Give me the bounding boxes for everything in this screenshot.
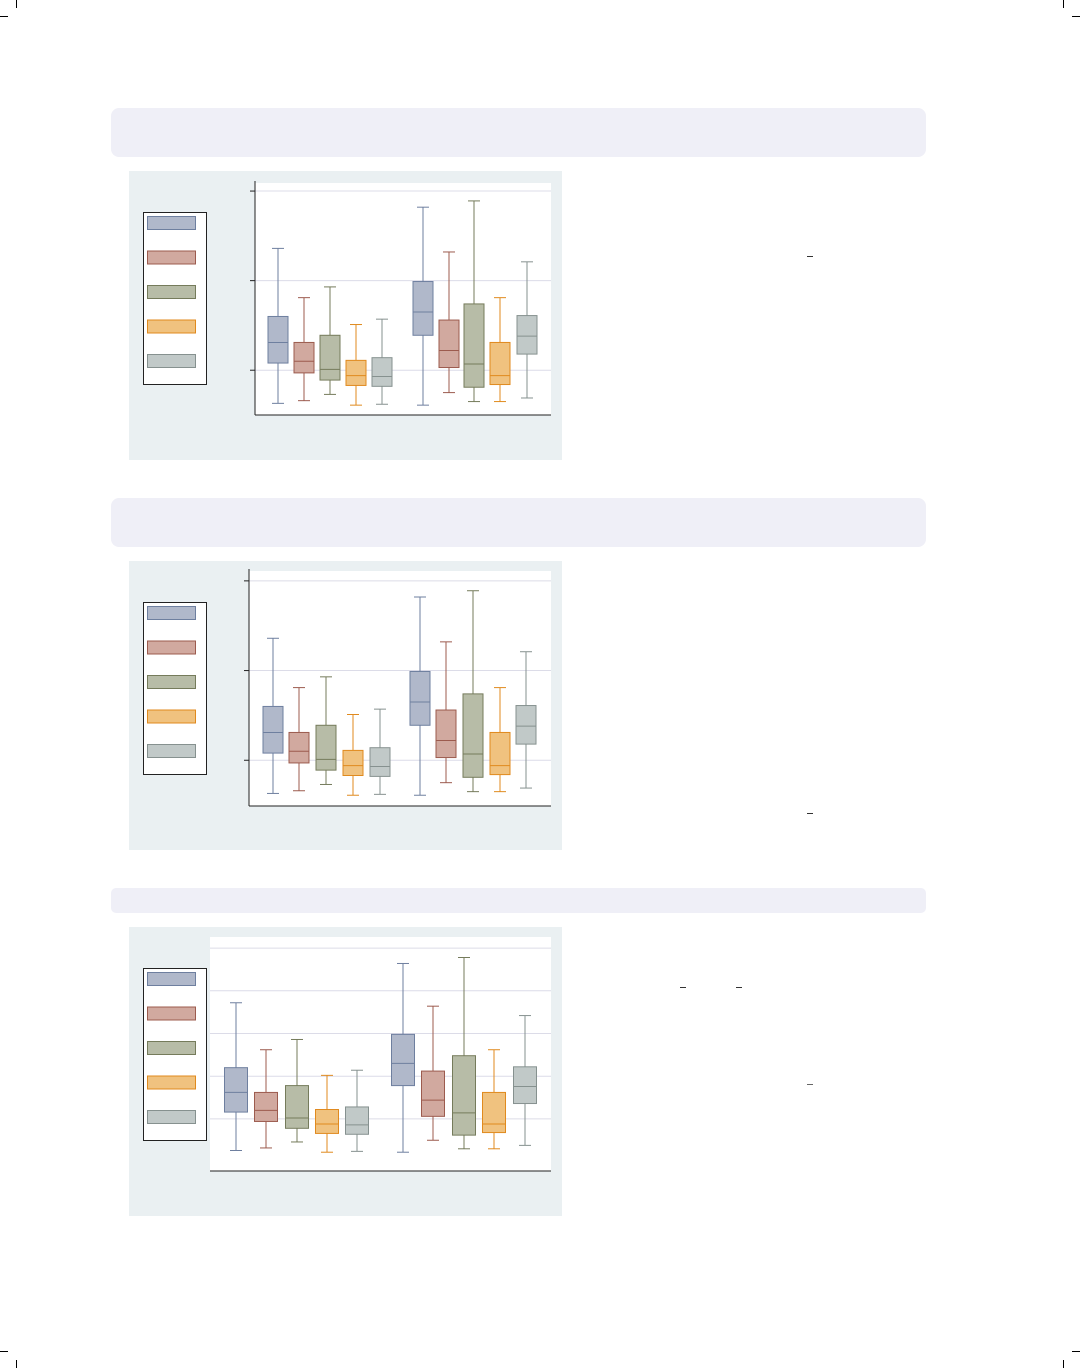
box [267, 315, 289, 364]
legend-swatch-5 [147, 1110, 196, 1124]
box-plot-1 [143, 181, 551, 416]
dash-mark [680, 987, 686, 988]
dash-mark [807, 1084, 813, 1085]
legend-swatch-1 [147, 606, 196, 620]
legend-swatch-4 [147, 319, 196, 334]
section-header-2 [111, 498, 926, 547]
figure-panel-1 [129, 171, 562, 460]
legend-swatch-3 [147, 285, 196, 299]
box [412, 281, 434, 336]
box [489, 341, 511, 386]
box [463, 303, 485, 388]
crop-mark [1072, 16, 1080, 17]
box [224, 1067, 248, 1113]
legend-swatch-1 [147, 216, 196, 230]
legend-swatch-2 [147, 1006, 196, 1021]
box [345, 359, 367, 386]
box [452, 1055, 476, 1136]
figure-panel-3 [129, 927, 562, 1216]
box [369, 747, 391, 777]
section-header-3 [111, 888, 926, 913]
plot-area [210, 937, 551, 1171]
box [462, 693, 484, 778]
crop-mark [16, 0, 17, 8]
crop-mark [0, 16, 8, 17]
crop-mark [0, 1351, 8, 1352]
box [513, 1066, 537, 1105]
box [315, 724, 337, 771]
box [489, 731, 511, 776]
box [371, 357, 393, 387]
box [345, 1106, 369, 1135]
box [421, 1070, 445, 1117]
box [515, 705, 537, 745]
crop-mark [1063, 1360, 1064, 1368]
box [342, 749, 364, 777]
box [409, 670, 431, 726]
box-plot-3 [143, 937, 551, 1172]
dash-mark [807, 256, 813, 257]
box [319, 334, 341, 381]
box [516, 315, 538, 355]
dash-mark [736, 987, 742, 988]
crop-mark [1063, 0, 1064, 8]
box [482, 1091, 506, 1134]
legend-swatch-3 [147, 675, 196, 689]
box [262, 705, 284, 754]
crop-mark [1072, 1351, 1080, 1352]
box [315, 1109, 339, 1134]
box [285, 1085, 309, 1129]
figure-panel-2 [129, 561, 562, 850]
crop-mark [16, 1360, 17, 1368]
box [254, 1091, 278, 1122]
dash-mark [807, 813, 813, 814]
legend-swatch-1 [147, 972, 196, 986]
legend-swatch-4 [147, 1075, 196, 1090]
legend-swatch-3 [147, 1041, 196, 1055]
box [391, 1033, 415, 1087]
legend-swatch-5 [147, 354, 196, 368]
box [288, 731, 310, 764]
box-plot-2 [143, 569, 551, 807]
box [293, 341, 315, 374]
box [438, 319, 460, 369]
box [435, 709, 457, 759]
legend-swatch-2 [147, 640, 196, 655]
legend-swatch-5 [147, 744, 196, 758]
legend-swatch-2 [147, 250, 196, 265]
legend-swatch-4 [147, 709, 196, 724]
section-header-1 [111, 108, 926, 157]
